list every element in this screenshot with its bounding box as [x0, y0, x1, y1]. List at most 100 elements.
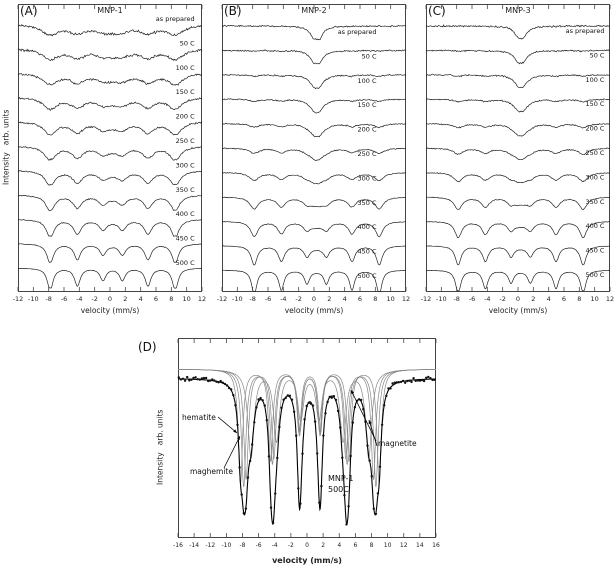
- x-tick-label: 8: [577, 295, 581, 303]
- plot-frame: [18, 4, 202, 292]
- trace-label: 250 C: [358, 150, 377, 158]
- trace-label: 300 C: [585, 173, 604, 181]
- spectrum-trace: [425, 220, 611, 238]
- spectrum-trace: [222, 172, 407, 185]
- data-point: [211, 378, 214, 381]
- trace-label: 400 C: [176, 210, 195, 218]
- data-point: [190, 378, 193, 381]
- x-tick-label: 0: [305, 542, 309, 549]
- panel-b-xlabel: velocity (mm/s): [284, 306, 344, 315]
- x-tick-label: -8: [240, 542, 246, 549]
- annotation-arrowhead: [237, 436, 240, 440]
- trace-label: 350 C: [585, 198, 604, 206]
- spectrum-trace: [17, 48, 203, 62]
- x-tick-label: -6: [469, 295, 475, 303]
- trace-label: 50 C: [180, 39, 195, 47]
- annotation-hematite: hematite: [182, 413, 216, 422]
- x-tick-label: 10: [183, 295, 191, 303]
- spectrum-trace: [17, 219, 203, 237]
- annotation-arrow: [368, 419, 378, 447]
- x-tick-label: -4: [484, 295, 490, 303]
- trace-label: 200 C: [176, 113, 195, 121]
- x-tick-label: 12: [402, 295, 410, 303]
- data-point: [188, 379, 191, 382]
- panel-d-ylabel: Intensity arb. units: [155, 409, 165, 485]
- data-point: [383, 404, 386, 407]
- spectrum-trace: [425, 196, 611, 211]
- spectrum-trace: [17, 267, 203, 289]
- fit-total: [178, 378, 436, 526]
- data-point: [313, 420, 317, 423]
- sample-label-line2: 500C: [328, 485, 349, 494]
- panel-b-plot: as prepared 50 C 100 C 150 C 200 C 250 C 300 C…: [217, 4, 410, 303]
- spectrum-trace: [221, 196, 407, 210]
- trace-label: 250 C: [176, 137, 195, 145]
- data-point: [240, 493, 243, 496]
- trace-label: as prepared: [566, 27, 605, 35]
- spectrum-trace: [426, 73, 611, 89]
- x-tick-label: -10: [28, 295, 39, 303]
- x-tick-label: -6: [265, 295, 271, 303]
- x-tick-label: -8: [453, 295, 459, 303]
- spectrum-trace: [17, 194, 203, 211]
- trace-label: 400 C: [585, 222, 604, 230]
- panel-c-plot: as prepared 50 C 100 C 150 C 200 C 250 C 300 C…: [421, 4, 614, 303]
- data-point: [391, 382, 394, 385]
- x-tick-label: 10: [591, 295, 599, 303]
- spectrum-trace: [221, 73, 407, 90]
- x-tick-label: 8: [169, 295, 173, 303]
- trace-label: 100 C: [585, 76, 604, 84]
- panel-c-title: MNP-3: [505, 6, 531, 15]
- x-tick-label: -4: [280, 295, 286, 303]
- data-point: [276, 456, 279, 460]
- x-tick-label: -2: [295, 295, 301, 303]
- data-point: [265, 419, 268, 422]
- data-point: [320, 484, 323, 488]
- data-point: [221, 381, 224, 384]
- x-tick-label: -12: [217, 295, 228, 303]
- trace-label: 500 C: [585, 271, 604, 279]
- data-point: [318, 501, 321, 504]
- trace-label: 300 C: [176, 161, 195, 169]
- data-point: [406, 379, 409, 383]
- fit-component-magnetite: [178, 368, 436, 480]
- x-tick-label: 2: [123, 295, 127, 303]
- annotation-arrow: [350, 389, 377, 442]
- x-tick-label: 4: [337, 542, 341, 549]
- data-point: [269, 506, 273, 509]
- trace-label: 200 C: [358, 126, 377, 134]
- data-point: [332, 395, 336, 398]
- x-tick-label: 12: [400, 542, 408, 549]
- data-point: [345, 523, 348, 526]
- data-point: [278, 425, 281, 429]
- x-tick-label: 12: [606, 295, 614, 303]
- data-point: [309, 402, 313, 405]
- data-point: [200, 377, 204, 380]
- x-tick-label: -10: [232, 295, 243, 303]
- data-point: [192, 376, 195, 380]
- x-tick-label: -2: [288, 542, 294, 549]
- x-tick-label: 10: [384, 542, 392, 549]
- trace-label: 450 C: [358, 248, 377, 256]
- x-tick-label: -12: [421, 295, 432, 303]
- data-point: [408, 379, 411, 382]
- trace-label: 200 C: [585, 125, 604, 133]
- spectrum-trace: [221, 24, 407, 41]
- data-point: [198, 378, 201, 381]
- x-tick-label: -14: [189, 542, 199, 549]
- x-tick-label: -10: [436, 295, 447, 303]
- x-tick-label: -2: [499, 295, 505, 303]
- x-tick-label: 4: [547, 295, 551, 303]
- spectrum-trace: [425, 172, 611, 184]
- data-point: [362, 408, 365, 411]
- data-point: [259, 396, 262, 400]
- data-point: [274, 492, 277, 495]
- x-tick-label: -12: [13, 295, 24, 303]
- data-point: [219, 379, 222, 383]
- data-point: [360, 398, 363, 402]
- data-point: [341, 456, 344, 459]
- data-point: [339, 426, 342, 429]
- annotation-maghemite: maghemite: [190, 467, 233, 476]
- data-point: [374, 512, 378, 516]
- spectrum-trace: [425, 245, 611, 266]
